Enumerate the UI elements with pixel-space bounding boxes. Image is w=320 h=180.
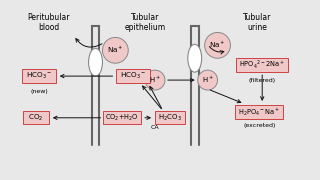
Text: (filtered): (filtered) xyxy=(249,78,276,83)
Text: H$^+$: H$^+$ xyxy=(149,75,161,85)
Text: H$_2$PO$_4$$^-$Na$^+$: H$_2$PO$_4$$^-$Na$^+$ xyxy=(238,106,280,118)
Text: CO$_2$: CO$_2$ xyxy=(28,113,44,123)
Text: Tubular
urine: Tubular urine xyxy=(243,13,271,32)
FancyBboxPatch shape xyxy=(236,105,283,119)
Ellipse shape xyxy=(102,37,128,63)
Text: HCO$_3$$^-$: HCO$_3$$^-$ xyxy=(120,71,147,81)
Ellipse shape xyxy=(188,44,202,72)
Text: CO$_2$+H$_2$O: CO$_2$+H$_2$O xyxy=(106,113,139,123)
Text: Tubular
epithelium: Tubular epithelium xyxy=(124,13,166,32)
Text: Peritubular
blood: Peritubular blood xyxy=(28,13,70,32)
Ellipse shape xyxy=(198,70,218,90)
Text: H$_2$CO$_3$: H$_2$CO$_3$ xyxy=(158,113,182,123)
FancyBboxPatch shape xyxy=(155,111,185,124)
Ellipse shape xyxy=(145,70,165,90)
Ellipse shape xyxy=(89,48,102,76)
Text: H$^+$: H$^+$ xyxy=(202,75,214,85)
Ellipse shape xyxy=(205,32,230,58)
Text: Na$^+$: Na$^+$ xyxy=(209,40,226,51)
FancyBboxPatch shape xyxy=(116,69,150,83)
FancyBboxPatch shape xyxy=(23,111,49,124)
FancyBboxPatch shape xyxy=(22,69,56,83)
Text: Na$^+$: Na$^+$ xyxy=(107,45,124,55)
Text: (new): (new) xyxy=(30,89,48,94)
Text: HPO$_4$$^{2-}$2Na$^+$: HPO$_4$$^{2-}$2Na$^+$ xyxy=(239,59,285,71)
FancyBboxPatch shape xyxy=(236,58,288,72)
Text: HCO$_3$$^-$: HCO$_3$$^-$ xyxy=(26,71,52,81)
FancyBboxPatch shape xyxy=(103,111,141,124)
Text: CA: CA xyxy=(151,125,159,130)
Text: (excreted): (excreted) xyxy=(243,123,276,128)
